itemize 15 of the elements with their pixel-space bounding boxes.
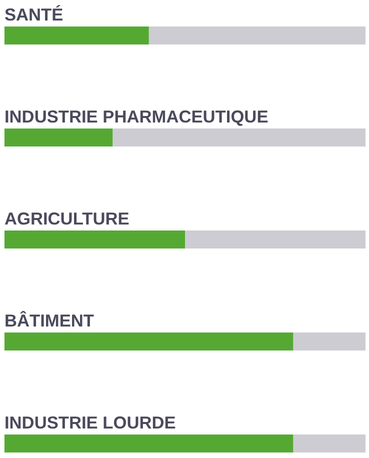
bar bbox=[4, 26, 149, 44]
bar bbox=[4, 128, 113, 146]
bar bbox=[4, 332, 294, 350]
bar bbox=[185, 230, 366, 248]
y-tick-label: INDUSTRIE LOURDE bbox=[4, 412, 176, 432]
bar bbox=[4, 434, 294, 452]
y-tick-label: AGRICULTURE bbox=[4, 208, 130, 228]
bar bbox=[112, 128, 366, 146]
bar bbox=[148, 26, 366, 44]
bar bbox=[293, 332, 366, 350]
y-tick-label: INDUSTRIE PHARMACEUTIQUE bbox=[4, 106, 268, 126]
bar bbox=[293, 434, 366, 452]
y-tick-label: BÂTIMENT bbox=[4, 310, 94, 330]
y-tick-label: SANTÉ bbox=[4, 4, 64, 24]
bar bbox=[4, 230, 185, 248]
